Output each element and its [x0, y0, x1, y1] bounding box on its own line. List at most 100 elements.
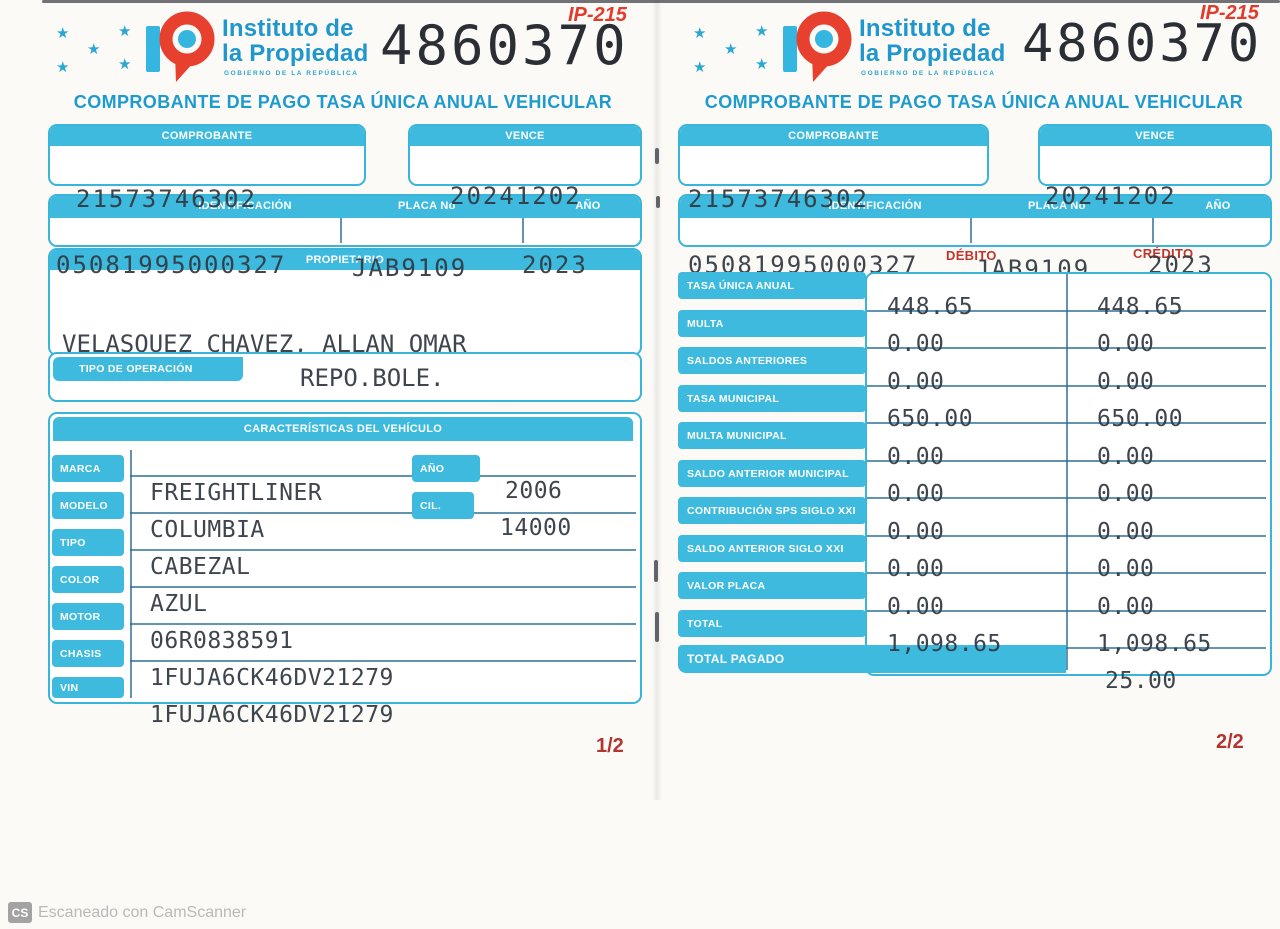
debito-label: DÉBITO — [946, 248, 997, 263]
printed-credito-amount: 0.00 — [1097, 369, 1155, 395]
org-name-line2: la Propiedad — [859, 40, 1006, 67]
cil-label: CIL. — [420, 499, 442, 512]
ip-logo-icon — [146, 11, 215, 82]
camscanner-badge-icon: CS — [8, 902, 32, 923]
page-number-left: 1/2 — [596, 735, 624, 757]
printed-tipo: CABEZAL — [150, 554, 251, 580]
vin-label: VIN — [60, 681, 79, 694]
org-tagline: GOBIERNO DE LA REPÚBLICA — [224, 70, 359, 77]
cell-divider — [522, 218, 524, 243]
identificacion-box: IDENTIFICACIÓN PLACA No AÑO — [678, 194, 1272, 247]
grid-line — [867, 310, 1266, 312]
propietario-box: PROPIETARIO — [48, 248, 642, 356]
flag-star-icon: ★ — [56, 25, 70, 42]
cell-divider — [1152, 218, 1154, 243]
printed-vin-repetido: 1FUJA6CK46DV21279 — [150, 702, 394, 728]
vehiculo-ano-label: AÑO — [420, 462, 445, 475]
printed-marca: FREIGHTLINER — [150, 480, 323, 506]
grid-line — [867, 422, 1266, 424]
row-label-text: TOTAL PAGADO — [687, 652, 785, 666]
comprobante-label: COMPROBANTE — [161, 130, 253, 142]
grid-line — [130, 549, 636, 551]
form-code: IP-215 — [568, 4, 627, 26]
doc-title: COMPROBANTE DE PAGO TASA ÚNICA ANUAL VEH… — [704, 92, 1244, 112]
flag-star-icon: ★ — [118, 56, 132, 73]
vehiculo-row-motor: MOTOR — [52, 603, 124, 630]
vence-header: VENCE — [410, 126, 640, 146]
pagos-grid-box — [865, 272, 1272, 676]
printed-debito-amount: 650.00 — [887, 406, 974, 432]
printed-color: AZUL — [150, 591, 208, 617]
pagos-row-label: SALDO ANTERIOR MUNICIPAL — [678, 460, 866, 487]
comprobante-header: COMPROBANTE — [50, 126, 364, 146]
vehiculo-header: CARACTERÍSTICAS DEL VEHÍCULO — [53, 417, 633, 441]
printed-debito-amount: 0.00 — [887, 369, 945, 395]
ano-label: AÑO — [575, 200, 601, 212]
printed-credito-amount: 0.00 — [1097, 481, 1155, 507]
pagos-row-label: MULTA MUNICIPAL — [678, 422, 866, 449]
crease-mark — [654, 560, 658, 582]
credito-label: CRÉDITO — [1133, 246, 1194, 261]
printed-credito-amount: 25.00 — [1105, 668, 1177, 694]
printed-credito-amount: 0.00 — [1097, 331, 1155, 357]
row-label-text: VALOR PLACA — [687, 579, 766, 592]
printed-debito-amount: 0.00 — [887, 331, 945, 357]
pagos-row-label: SALDOS ANTERIORES — [678, 347, 866, 374]
tipo-operacion-header: TIPO DE OPERACIÓN — [53, 357, 243, 381]
vehiculo-cil-chip: CIL. — [412, 492, 474, 519]
printed-credito-amount: 0.00 — [1097, 519, 1155, 545]
serial-number: 4860370 — [380, 14, 629, 77]
grid-line — [130, 475, 636, 477]
identificacion-label: IDENTIFICACIÓN — [198, 200, 292, 212]
printed-credito-amount: 1,098.65 — [1097, 631, 1212, 657]
printed-debito-amount: 0.00 — [887, 481, 945, 507]
cell-divider — [340, 218, 342, 243]
org-tagline: GOBIERNO DE LA REPÚBLICA — [861, 70, 996, 77]
crease-mark — [656, 196, 660, 208]
vence-label: VENCE — [1135, 130, 1175, 142]
printed-credito-amount: 0.00 — [1097, 594, 1155, 620]
comprobante-box: COMPROBANTE — [48, 124, 366, 186]
propietario-label: PROPIETARIO — [305, 254, 385, 266]
pagos-row-label: CONTRIBUCIÓN SPS SIGLO XXI — [678, 497, 866, 524]
identificacion-label: IDENTIFICACIÓN — [828, 200, 922, 212]
row-label-text: TASA MUNICIPAL — [687, 392, 780, 405]
total-pagado-bar: TOTAL PAGADO — [678, 645, 1066, 673]
row-label-text: MULTA — [687, 317, 724, 330]
printed-placa: JAB9109 — [352, 254, 468, 282]
grid-line — [867, 347, 1266, 349]
flag-star-icon: ★ — [693, 25, 707, 42]
printed-tipo-operacion: REPO.BOLE. — [300, 364, 445, 392]
vence-label: VENCE — [505, 130, 545, 142]
page-number-right: 2/2 — [1216, 731, 1244, 753]
vence-box: VENCE — [1038, 124, 1272, 186]
flag-star-icon: ★ — [755, 56, 769, 73]
identificacion-box: IDENTIFICACIÓN PLACA No AÑO — [48, 194, 642, 247]
printed-credito-amount: 448.65 — [1097, 294, 1184, 320]
crease-mark — [655, 612, 659, 642]
vehiculo-box: CARACTERÍSTICAS DEL VEHÍCULO — [48, 412, 642, 704]
ano-label: AÑO — [1205, 200, 1231, 212]
comprobante-header: COMPROBANTE — [680, 126, 987, 146]
org-name-line1: Instituto de — [859, 15, 991, 42]
pagos-row-label: MULTA — [678, 310, 866, 337]
flag-star-icon: ★ — [56, 59, 70, 76]
grid-line — [130, 512, 636, 514]
vehiculo-ano-chip: AÑO — [412, 455, 480, 482]
pagos-row-label: TASA MUNICIPAL — [678, 385, 866, 412]
org-name-line2: la Propiedad — [222, 40, 369, 67]
printed-identificacion: 21573746302 — [688, 185, 869, 213]
pagos-column-divider — [1066, 274, 1068, 670]
grid-line — [130, 623, 636, 625]
propietario-header: PROPIETARIO — [50, 250, 640, 270]
flag-star-icon: ★ — [693, 59, 707, 76]
printed-motor: 06R0838591 — [150, 628, 294, 654]
grid-line — [1066, 647, 1266, 649]
fold-crease — [652, 0, 662, 800]
grid-line — [130, 660, 636, 662]
serial-number: 4860370 — [1022, 14, 1263, 74]
org-name-line1: Instituto de — [222, 15, 354, 42]
printed-debito-amount: 448.65 — [887, 294, 974, 320]
form-code: IP-215 — [1200, 2, 1259, 24]
